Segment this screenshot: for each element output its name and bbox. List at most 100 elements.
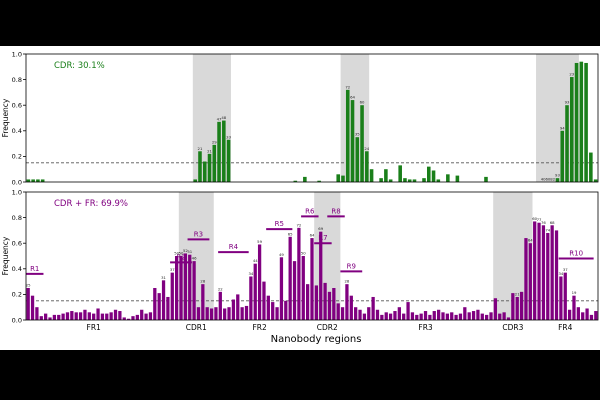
bar (402, 313, 406, 320)
bar-value-label: 48 (221, 115, 226, 120)
bar-value-label: 64 (310, 233, 315, 238)
bar-value-label: 47 (217, 116, 222, 121)
bar (227, 307, 231, 320)
bar (336, 174, 341, 182)
bar (157, 293, 161, 320)
bar (589, 152, 593, 182)
region-mark-label: R10 (569, 250, 583, 258)
bar (584, 62, 588, 182)
bar (52, 314, 57, 320)
bar (555, 178, 560, 182)
bar-value-label: 77 (537, 217, 542, 222)
panel-annotation: CDR + FR: 69.9% (54, 199, 128, 209)
bar-value-label: 64 (350, 95, 355, 100)
bar (87, 312, 91, 320)
bar (360, 105, 364, 182)
bar (218, 291, 222, 320)
bar (166, 296, 170, 320)
bar (454, 314, 458, 320)
bar (323, 282, 327, 320)
bar (327, 291, 332, 320)
bar (533, 221, 537, 320)
bar (188, 254, 192, 320)
bar (559, 276, 563, 320)
bar-value-label: 68 (550, 220, 555, 225)
bar (574, 62, 579, 182)
bar-value-label: 34 (248, 271, 253, 276)
bar (380, 314, 384, 320)
bar (40, 179, 45, 182)
bar (301, 256, 305, 320)
bar (310, 238, 314, 320)
bar (279, 257, 284, 320)
bar (275, 307, 279, 320)
bar-value-label: 65 (288, 231, 293, 236)
bar (384, 312, 388, 320)
region-mark-label: R4 (229, 243, 239, 251)
bar (170, 272, 174, 320)
region-mark-label: R9 (347, 262, 356, 270)
bar-value-label: 60 (532, 216, 537, 221)
bar (212, 144, 217, 182)
bar (196, 307, 201, 320)
bar-value-label: 21 (515, 291, 520, 296)
bar (305, 284, 310, 320)
bar (589, 314, 594, 320)
bar (236, 294, 240, 320)
bar (476, 309, 480, 320)
bar (201, 284, 205, 320)
bar (209, 308, 214, 320)
bar (122, 317, 126, 320)
bar (100, 313, 105, 320)
bar (44, 313, 48, 320)
bar-value-label: 23 (569, 72, 574, 77)
bar (471, 311, 476, 320)
bar-value-label: 49 (279, 252, 284, 257)
bar (140, 309, 144, 320)
bar (422, 178, 426, 182)
bar (436, 309, 441, 320)
shaded-region (340, 54, 370, 182)
bar (455, 175, 460, 182)
bar (70, 311, 74, 320)
bar (550, 225, 554, 320)
bar (581, 312, 585, 320)
bar (412, 179, 417, 182)
bar (144, 313, 148, 320)
bar (153, 288, 157, 320)
bar (519, 291, 524, 320)
bar (563, 272, 567, 320)
bar (506, 317, 511, 320)
bar-value-label: 22 (218, 286, 223, 291)
bar (569, 77, 574, 182)
x-axis-label: Nanobody regions (271, 334, 362, 345)
x-region-label: FR3 (418, 323, 433, 332)
bar (271, 302, 275, 320)
bar (365, 151, 369, 182)
bar (179, 256, 183, 320)
bar-value-label: 40 (541, 177, 546, 182)
bar (458, 313, 463, 320)
bar-value-label: 44 (253, 258, 258, 263)
y-tick-label: 0.2 (12, 291, 22, 299)
bar (484, 176, 488, 182)
bar (118, 311, 122, 320)
bar (384, 169, 388, 182)
bar (183, 253, 188, 320)
bar (403, 178, 407, 182)
bar (345, 284, 349, 320)
bar-value-label: 76 (541, 220, 546, 225)
bar (398, 165, 402, 182)
bar-value-label: 59 (257, 239, 262, 244)
bar-value-label: 51 (187, 249, 192, 254)
bar (131, 316, 135, 320)
bar (340, 307, 345, 320)
bar (515, 296, 519, 320)
bar (502, 312, 506, 320)
bar (397, 307, 401, 320)
bar (541, 225, 546, 320)
bar (317, 180, 321, 182)
bar (393, 311, 397, 320)
bar (109, 312, 113, 320)
bar (426, 166, 431, 182)
